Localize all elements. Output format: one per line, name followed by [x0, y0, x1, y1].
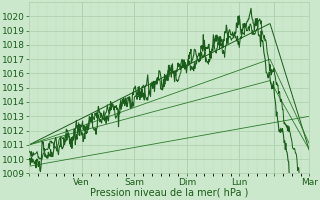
X-axis label: Pression niveau de la mer( hPa ): Pression niveau de la mer( hPa ): [90, 188, 249, 198]
